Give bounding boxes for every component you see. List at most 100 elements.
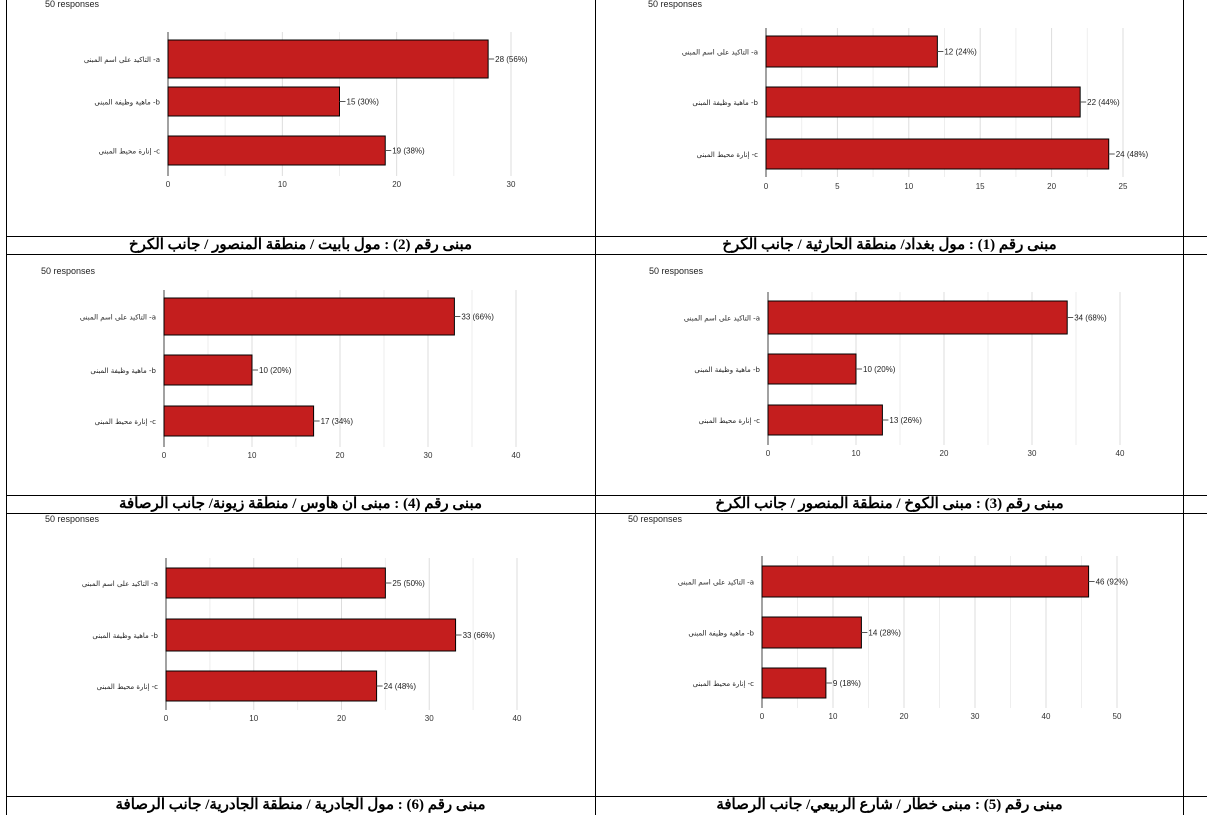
chart-panel-building-1: 50 responses 0 5 10 15 20 25 12 (24%) التاكيد ع… (596, 0, 1183, 236)
category-label: ماهية وظيفة المبنى -b (94, 99, 160, 107)
bar (165, 567, 386, 599)
responses-count: 50 responses (628, 514, 683, 524)
tick-label: 0 (760, 712, 765, 721)
bar-chart: 0 10 20 30 40 33 (66%) التاكيد على اسم المبنى … (80, 290, 521, 460)
tick-label: 10 (248, 451, 257, 460)
tick-label: 5 (835, 182, 840, 191)
bar (765, 138, 1110, 170)
bar (761, 667, 827, 699)
tick-label: 0 (166, 180, 171, 189)
data-label: 15 (30%) (347, 98, 380, 107)
data-label: 33 (66%) (463, 631, 496, 640)
data-label: 34 (68%) (1074, 314, 1107, 323)
bar (163, 297, 455, 336)
data-label: 28 (56%) (495, 55, 528, 64)
bar-chart: 0 10 20 30 40 34 (68%) التاكيد على اسم المبنى … (684, 292, 1125, 458)
category-label: إنارة محيط المبنى -c (697, 151, 758, 159)
chart-caption: مبنى رقم (5) : مبنى خطار / شارع الربيعي/… (716, 797, 1063, 813)
table-row-line-2 (6, 254, 1207, 255)
tick-label: 20 (392, 180, 401, 189)
responses-count: 50 responses (649, 266, 704, 276)
chart-panel-building-5: 50 responses 0 10 20 30 40 50 46 (92%) التاكيد … (596, 514, 1183, 796)
responses-count: 50 responses (45, 0, 100, 9)
data-label: 14 (28%) (868, 629, 901, 638)
bar (163, 405, 315, 437)
tick-label: 20 (337, 714, 346, 723)
chart-caption: مبنى رقم (1) : مول بغداد/ منطقة الحارثية… (722, 237, 1057, 253)
tick-label: 30 (424, 451, 433, 460)
category-label: ماهية وظيفة المبنى -b (694, 366, 760, 374)
category-label: إنارة محيط المبنى -c (693, 680, 754, 688)
tick-label: 30 (507, 180, 516, 189)
tick-label: 20 (336, 451, 345, 460)
bar (167, 135, 386, 166)
data-label: 19 (38%) (392, 147, 425, 156)
table-row-line-5 (6, 796, 1207, 797)
data-label: 46 (92%) (1096, 578, 1129, 587)
table-border-right (1183, 0, 1184, 815)
tick-label: 0 (162, 451, 167, 460)
tick-label: 30 (1028, 449, 1037, 458)
category-label: التاكيد على اسم المبنى -a (684, 315, 760, 323)
table-row-line-1 (6, 236, 1207, 237)
bar (761, 616, 862, 649)
data-label: 13 (26%) (889, 416, 922, 425)
tick-label: 20 (1047, 182, 1056, 191)
category-label: ماهية وظيفة المبنى -b (692, 99, 758, 107)
tick-label: 0 (766, 449, 771, 458)
category-label: إنارة محيط المبنى -c (97, 683, 158, 691)
table-border-left (6, 0, 7, 815)
data-label: 17 (34%) (321, 417, 354, 426)
tick-label: 40 (512, 451, 521, 460)
bar (165, 618, 457, 652)
category-label: التاكيد على اسم المبنى -a (682, 49, 758, 57)
category-label: التاكيد على اسم المبنى -a (82, 580, 158, 588)
table-row-line-4 (6, 513, 1207, 514)
chart-caption: مبنى رقم (6) : مول الجادرية / منطقة الجا… (115, 797, 486, 813)
tick-label: 10 (249, 714, 258, 723)
tick-label: 40 (1116, 449, 1125, 458)
chart-caption: مبنى رقم (4) : مبنى ان هاوس / منطقة زيون… (118, 496, 483, 512)
data-label: 25 (50%) (392, 579, 425, 588)
data-label: 22 (44%) (1087, 98, 1120, 107)
bar (767, 300, 1068, 335)
tick-label: 0 (164, 714, 169, 723)
tick-label: 40 (1042, 712, 1051, 721)
bar (167, 39, 489, 79)
category-label: ماهية وظيفة المبنى -b (90, 367, 156, 375)
tick-label: 10 (278, 180, 287, 189)
category-label: إنارة محيط المبنى -c (699, 417, 760, 425)
data-label: 24 (48%) (384, 682, 417, 691)
bar-chart: 0 10 20 30 28 (56%) التاكيد على اسم المبنى -a… (84, 32, 528, 189)
bar (767, 404, 883, 436)
data-label: 10 (20%) (863, 365, 896, 374)
responses-count: 50 responses (41, 266, 96, 276)
tick-label: 10 (829, 712, 838, 721)
data-label: 24 (48%) (1116, 150, 1149, 159)
tick-label: 40 (513, 714, 522, 723)
tick-label: 25 (1119, 182, 1128, 191)
chart-caption: مبنى رقم (3) : مبنى الكوخ / منطقة المنصو… (715, 496, 1064, 512)
chart-panel-building-2: 50 responses 0 10 20 30 28 (56%) التاكيد على … (7, 0, 594, 236)
data-label: 12 (24%) (944, 48, 977, 57)
category-label: ماهية وظيفة المبنى -b (92, 632, 158, 640)
table-border-middle (595, 0, 596, 815)
bar-chart: 0 10 20 30 40 25 (50%) التاكيد على اسم المبنى … (82, 558, 522, 723)
bar (167, 86, 340, 117)
tick-label: 10 (852, 449, 861, 458)
bar (767, 353, 857, 385)
table-row-line-3 (6, 495, 1207, 496)
chart-panel-building-3: 50 responses 0 10 20 30 40 34 (68%) التاكيد عل… (596, 255, 1183, 495)
bar-chart: 0 10 20 30 40 50 46 (92%) التاكيد على اسم المبن… (678, 556, 1129, 721)
category-label: إنارة محيط المبنى -c (99, 148, 160, 156)
data-label: 10 (20%) (259, 366, 292, 375)
tick-label: 10 (904, 182, 913, 191)
chart-panel-building-4: 50 responses 0 10 20 30 40 33 (66%) التاكيد عل… (7, 255, 594, 495)
tick-label: 15 (976, 182, 985, 191)
tick-label: 50 (1113, 712, 1122, 721)
bar (765, 86, 1081, 118)
bar (765, 35, 938, 68)
tick-label: 20 (940, 449, 949, 458)
tick-label: 30 (971, 712, 980, 721)
tick-label: 30 (425, 714, 434, 723)
